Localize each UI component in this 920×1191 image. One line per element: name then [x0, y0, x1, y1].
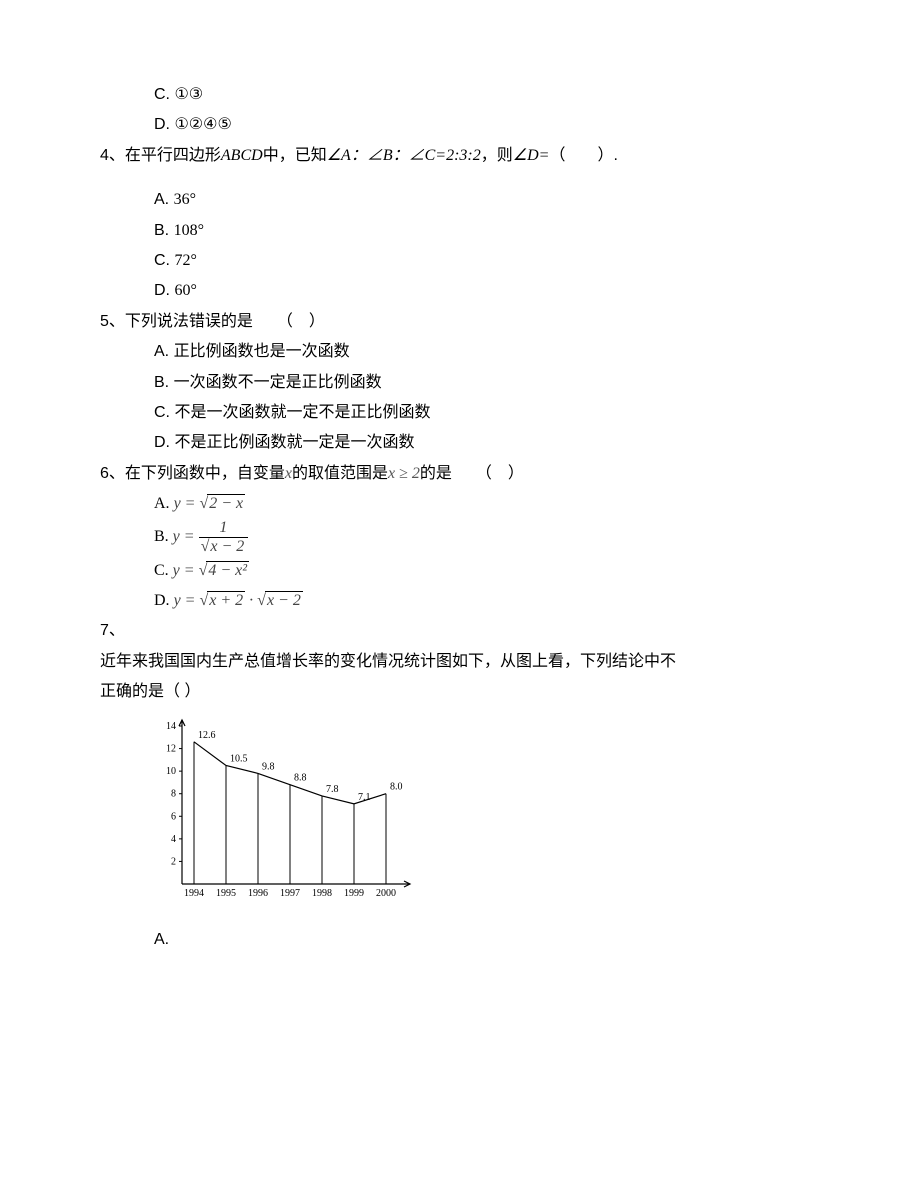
- q6-b-label: B.: [154, 528, 173, 545]
- svg-text:1998: 1998: [312, 888, 332, 899]
- q4-paren: （ ）.: [549, 147, 617, 164]
- svg-text:1997: 1997: [280, 888, 300, 899]
- q5-opt-c: C. 不是一次函数就一定不是正比例函数: [154, 398, 820, 428]
- q6-cond: x ≥ 2: [388, 465, 420, 482]
- q4-c-label: C.: [154, 252, 174, 269]
- q6-mid: 的取值范围是: [292, 465, 388, 482]
- q6-opt-a: A. y = √2 − x: [154, 489, 820, 519]
- svg-text:9.8: 9.8: [262, 761, 275, 772]
- svg-text:1999: 1999: [344, 888, 364, 899]
- svg-text:12.6: 12.6: [198, 729, 216, 740]
- q4-d-val: 60°: [174, 282, 196, 299]
- q4-b-val: 108°: [174, 222, 204, 239]
- svg-text:12: 12: [166, 743, 176, 754]
- q4-opt-c: C. 72°: [154, 246, 820, 276]
- q4-a-val: 36°: [174, 191, 196, 208]
- q7-stem2: 正确的是（ ）: [100, 677, 820, 707]
- q6-c-label: C.: [154, 562, 173, 579]
- q5-opt-b: B. 一次函数不一定是正比例函数: [154, 368, 820, 398]
- q5-opt-d: D. 不是正比例函数就一定是一次函数: [154, 428, 820, 458]
- q4-post: ，则: [481, 147, 513, 164]
- q4-angleD: ∠D=: [513, 147, 550, 164]
- q4-a-label: A.: [154, 191, 174, 208]
- svg-text:8.8: 8.8: [294, 772, 307, 783]
- q4-b-label: B.: [154, 222, 174, 239]
- q6-b-math: y = 1√x − 2: [173, 528, 249, 545]
- q7-opt-a: A.: [154, 925, 820, 955]
- q6-x: x: [285, 465, 292, 482]
- q6-d-label: D.: [154, 592, 174, 609]
- svg-text:6: 6: [171, 811, 176, 822]
- q4-abcd: ABCD: [221, 147, 263, 164]
- q6-a-label: A.: [154, 495, 174, 512]
- q5-opt-a: A. 正比例函数也是一次函数: [154, 337, 820, 367]
- q4-opt-b: B. 108°: [154, 216, 820, 246]
- q6-c-math: y = √4 − x²: [173, 562, 249, 579]
- svg-text:1995: 1995: [216, 888, 236, 899]
- svg-text:4: 4: [171, 833, 176, 844]
- q4-pre: 4、在平行四边形: [100, 147, 221, 164]
- q5-stem: 5、下列说法错误的是 （ ）: [100, 307, 820, 337]
- svg-text:10.5: 10.5: [230, 753, 248, 764]
- q6-d-math: y = √x + 2 · √x − 2: [174, 592, 303, 609]
- prev-option-d: D. ①②④⑤: [154, 110, 820, 140]
- q6-opt-b: B. y = 1√x − 2: [154, 519, 820, 555]
- svg-text:2: 2: [171, 856, 176, 867]
- q6-post: 的是 （ ）: [420, 465, 524, 482]
- q4-opt-d: D. 60°: [154, 276, 820, 306]
- svg-text:10: 10: [166, 766, 176, 777]
- q4-mid: 中，已知: [263, 147, 327, 164]
- q4-stem: 4、在平行四边形ABCD中，已知∠A：∠B：∠C=2:3:2，则∠D=（ ）.: [100, 141, 820, 171]
- q6-pre: 6、在下列函数中，自变量: [100, 465, 285, 482]
- q6-stem: 6、在下列函数中，自变量x的取值范围是x ≥ 2的是 （ ）: [100, 459, 820, 489]
- svg-text:1996: 1996: [248, 888, 268, 899]
- prev-option-c: C. ①③: [154, 80, 820, 110]
- q6-opt-c: C. y = √4 − x²: [154, 556, 820, 586]
- q4-c-val: 72°: [174, 252, 196, 269]
- q4-ratio: ∠A：∠B：∠C=2:3:2: [327, 147, 481, 164]
- q7-num: 7、: [100, 616, 820, 646]
- svg-text:2000: 2000: [376, 888, 396, 899]
- svg-text:1994: 1994: [184, 888, 204, 899]
- svg-text:8: 8: [171, 788, 176, 799]
- q4-d-label: D.: [154, 282, 174, 299]
- svg-text:14: 14: [166, 721, 176, 732]
- q6-opt-d: D. y = √x + 2 · √x − 2: [154, 586, 820, 616]
- svg-text:8.0: 8.0: [390, 781, 403, 792]
- gdp-chart-svg: 2 4 6 8 10 12 14 12.6 1994 10.5 1995 9.8 1996 8.8 1997…: [154, 714, 434, 914]
- q7-stem1: 近年来我国国内生产总值增长率的变化情况统计图如下，从图上看，下列结论中不: [100, 647, 820, 677]
- svg-text:7.8: 7.8: [326, 784, 339, 795]
- q4-opt-a: A. 36°: [154, 185, 820, 215]
- gdp-chart: 2 4 6 8 10 12 14 12.6 1994 10.5 1995 9.8 1996 8.8 1997…: [154, 714, 820, 925]
- q6-a-math: y = √2 − x: [174, 495, 246, 512]
